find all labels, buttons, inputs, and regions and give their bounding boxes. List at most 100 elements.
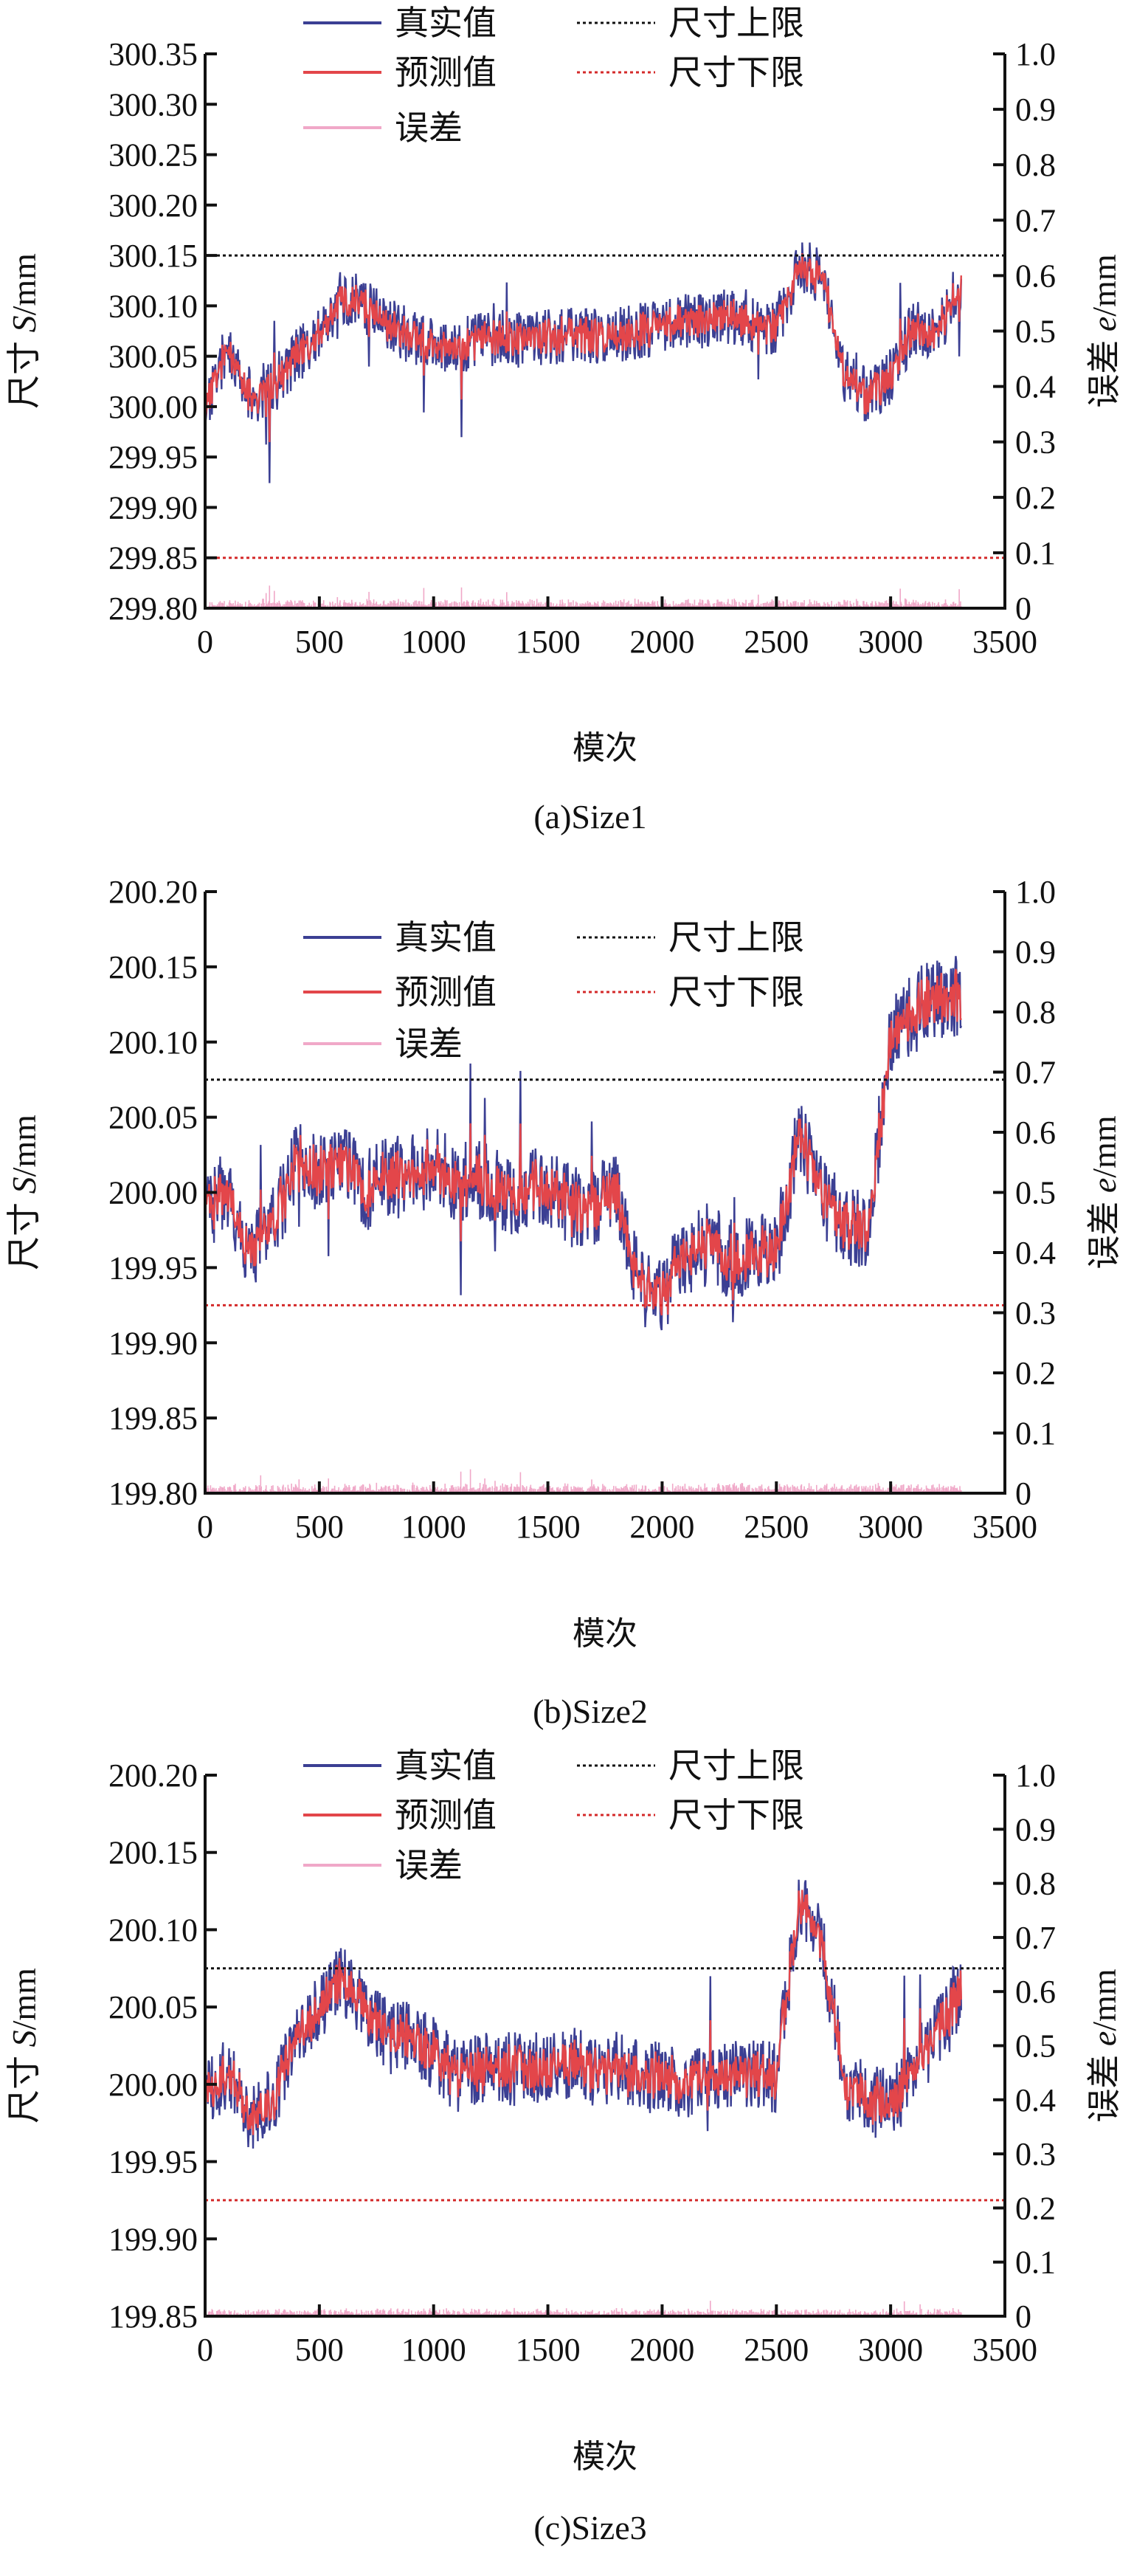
y-axis-label-unit: /mm	[5, 253, 43, 316]
predicted-value-series	[204, 968, 962, 1316]
axes-frame	[204, 54, 1006, 610]
y-tick-label: 200.20	[108, 874, 198, 910]
chart-caption: (b)Size2	[533, 1692, 648, 1730]
y-tick-label: 199.95	[108, 1250, 198, 1286]
x-axis-label: 模次	[573, 730, 637, 766]
y-tick-label: 300.35	[108, 36, 198, 72]
axes-frame	[204, 1775, 1006, 2318]
chart-caption: (c)Size3	[533, 2509, 646, 2546]
y2-tick-label: 0.1	[1015, 1416, 1056, 1452]
y2-tick-label: 1.0	[1015, 1757, 1056, 1794]
x-tick-label: 1000	[401, 624, 466, 660]
x-tick-label: 0	[197, 624, 213, 660]
y-tick-label: 299.80	[108, 590, 198, 627]
x-tick-label: 1500	[516, 624, 581, 660]
y-tick-label: 300.25	[108, 137, 198, 173]
x-axis-label: 模次	[573, 1616, 637, 1652]
y2-tick-label: 0.8	[1015, 994, 1056, 1030]
y-tick-label: 300.10	[108, 288, 198, 324]
legend-label-true: 真实值	[395, 1747, 497, 1785]
y-tick-label: 200.05	[108, 1100, 198, 1136]
predicted-value-series	[204, 253, 962, 443]
y2-tick-label: 0.3	[1015, 424, 1056, 461]
x-tick-label: 1500	[516, 2332, 581, 2368]
true-value-series	[204, 242, 962, 483]
y2-tick-label: 0.5	[1015, 2028, 1056, 2064]
y2-tick-label: 0.6	[1015, 258, 1056, 294]
y2-tick-label: 0.4	[1015, 369, 1056, 405]
y-axis-label-prefix: 尺寸	[5, 1194, 43, 1270]
y2-tick-label: 0.6	[1015, 1974, 1056, 2010]
y2-tick-label: 0.3	[1015, 1295, 1056, 1332]
legend-label-pred: 预测值	[395, 974, 497, 1011]
y2-tick-label: 0.9	[1015, 1811, 1056, 1847]
y2-tick-label: 0	[1015, 2298, 1031, 2335]
y2-tick-label: 0.1	[1015, 535, 1056, 571]
y-tick-label: 200.00	[108, 2067, 198, 2103]
y-axis-label-var: S	[5, 1177, 43, 1194]
y2-tick-label: 0.2	[1015, 480, 1056, 516]
x-tick-label: 1000	[401, 2332, 466, 2368]
y2-tick-label: 0.4	[1015, 2082, 1056, 2118]
chart-2: 199.85 199.90 199.95 200.00 200.05 200.10 200.…	[5, 1747, 1123, 2546]
y2-tick-label: 0.4	[1015, 1235, 1056, 1271]
y-tick-label: 300.00	[108, 389, 198, 425]
y2-tick-label: 0.7	[1015, 1055, 1056, 1091]
y2-axis-label-var: e	[1085, 2031, 1123, 2046]
y-axis-label: 尺寸 S/mm	[5, 1968, 43, 2124]
x-tick-label: 2000	[629, 1509, 694, 1545]
y-tick-label: 299.90	[108, 489, 198, 526]
y-tick-label: 300.20	[108, 187, 198, 224]
y-axis-label-prefix: 尺寸	[5, 332, 43, 409]
y-tick-label: 200.05	[108, 1989, 198, 2025]
y-tick-label: 199.90	[108, 2221, 198, 2257]
y-tick-label: 299.95	[108, 439, 198, 475]
y2-tick-label: 1.0	[1015, 36, 1056, 72]
y2-tick-label: 0.5	[1015, 314, 1056, 350]
y2-tick-label: 0.8	[1015, 147, 1056, 183]
x-tick-label: 3500	[972, 624, 1037, 660]
y-tick-label: 299.85	[108, 540, 198, 576]
y-tick-label: 300.15	[108, 238, 198, 274]
y2-axis-label-var: e	[1085, 1178, 1123, 1193]
x-tick-label: 500	[295, 2332, 344, 2368]
x-tick-label: 1500	[516, 1509, 581, 1545]
x-tick-label: 3000	[858, 2332, 923, 2368]
predicted-value-series	[204, 1890, 962, 2135]
y2-tick-label: 0.7	[1015, 202, 1056, 238]
x-tick-label: 3000	[858, 624, 923, 660]
legend-label-error: 误差	[395, 109, 463, 147]
y-tick-label: 200.15	[108, 949, 198, 985]
y-axis-label: 尺寸 S/mm	[5, 1115, 43, 1270]
y-axis-label-unit: /mm	[5, 1115, 43, 1177]
legend-label-upper: 尺寸上限	[668, 4, 804, 42]
y2-axis-label: 误差 e/mm	[1085, 1969, 1123, 2122]
y-tick-label: 200.00	[108, 1175, 198, 1211]
x-tick-label: 3500	[972, 1509, 1037, 1545]
y2-axis-label-unit: /mm	[1085, 1115, 1123, 1178]
legend-label-error: 误差	[395, 1025, 463, 1063]
x-tick-label: 3000	[858, 1509, 923, 1545]
y2-axis-label: 误差 e/mm	[1085, 254, 1123, 407]
x-axis-label: 模次	[573, 2439, 637, 2475]
legend-label-lower: 尺寸下限	[668, 974, 804, 1011]
y2-tick-label: 0	[1015, 590, 1031, 627]
y-axis-label-unit: /mm	[5, 1968, 43, 2031]
y2-tick-label: 0.8	[1015, 1866, 1056, 1902]
y2-tick-label: 0	[1015, 1475, 1031, 1512]
y2-axis-label: 误差 e/mm	[1085, 1115, 1123, 1269]
y2-axis-label-prefix: 误差	[1085, 2046, 1123, 2123]
chart-0: 299.80 299.85 299.90 299.95 300.00 300.05 300.…	[5, 4, 1123, 836]
legend-label-lower: 尺寸下限	[668, 54, 804, 92]
y-axis-label-var: S	[5, 2030, 43, 2047]
x-tick-label: 0	[197, 2332, 213, 2368]
legend-label-true: 真实值	[395, 919, 497, 957]
y-tick-label: 199.85	[108, 1400, 198, 1436]
y2-tick-label: 1.0	[1015, 874, 1056, 910]
y2-tick-label: 0.2	[1015, 2190, 1056, 2226]
y-axis-label-prefix: 尺寸	[5, 2047, 43, 2124]
x-tick-label: 2500	[744, 2332, 809, 2368]
